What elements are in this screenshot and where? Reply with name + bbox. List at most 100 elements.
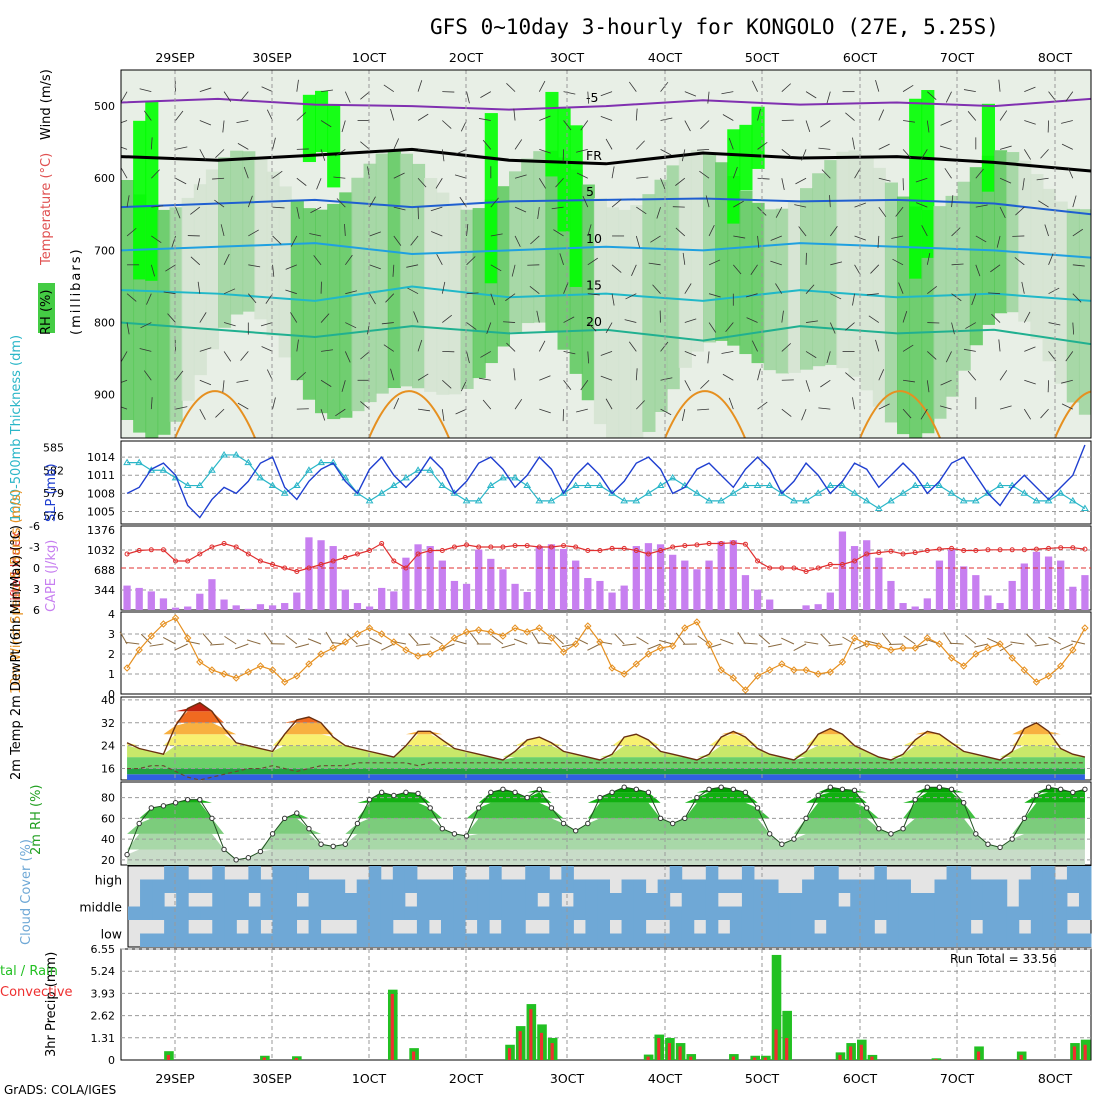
- precip-total-bar: [782, 1010, 792, 1060]
- wind-speed-point: [341, 638, 350, 646]
- rh-shading: [1042, 188, 1056, 362]
- wind-barb: [360, 401, 370, 410]
- precip-convective-bar: [412, 1051, 416, 1060]
- wind-barb: [868, 315, 880, 323]
- lifted-index-point: [548, 544, 554, 550]
- wind-barb: [199, 312, 207, 323]
- wind-barb: [223, 91, 232, 102]
- wind-barb: [903, 379, 916, 383]
- wind-barb: [1023, 311, 1031, 323]
- lifted-index-point: [136, 548, 142, 553]
- rh-point: [621, 784, 627, 790]
- rh-shading: [1066, 208, 1080, 403]
- cape-bar: [935, 560, 944, 610]
- cape-bar: [972, 575, 980, 610]
- surface-wind-barb: [575, 637, 589, 645]
- cloud-bar: [898, 920, 911, 947]
- dewpoint-line: [127, 762, 1085, 781]
- panel-2m-rh: 20 40 60 80 2m RH (%): [29, 781, 1092, 867]
- wind-barb: [805, 284, 815, 294]
- wind-barb: [852, 397, 855, 410]
- wind-barb: [733, 235, 746, 239]
- lifted-index-point: [985, 547, 991, 553]
- wind-barb: [926, 253, 931, 265]
- lifted-index-point: [233, 544, 239, 550]
- surface-wind-barb: [1010, 641, 1025, 645]
- thickness-point: [596, 481, 604, 489]
- wind-barb: [878, 206, 887, 218]
- cloud-bar: [994, 893, 1008, 920]
- rh-shading: [739, 190, 753, 355]
- wind-barb: [891, 235, 904, 239]
- temp-band-fill: [127, 722, 1085, 735]
- wind-speed-point: [135, 646, 143, 654]
- wind-barb: [635, 108, 638, 121]
- thickness-point: [1032, 496, 1041, 504]
- surface-wind-barb: [1048, 636, 1061, 645]
- thickness-point: [559, 489, 568, 496]
- rh-point: [888, 831, 894, 837]
- surface-wind-barb: [719, 638, 734, 645]
- wind-barb: [506, 83, 516, 92]
- wind-speed-point: [571, 640, 580, 648]
- cloud-bar: [705, 866, 719, 893]
- precip-convective-bar: [774, 1029, 778, 1060]
- wind-barb: [636, 140, 645, 150]
- wind-barb: [539, 375, 551, 381]
- surface-wind-barb: [768, 643, 782, 648]
- cloud-bar: [826, 866, 839, 893]
- rh-shading: [339, 192, 353, 418]
- surface-wind-barb: [647, 643, 661, 650]
- tick-label: 1376: [87, 524, 115, 537]
- cloud-bar: [416, 879, 430, 893]
- lifted-index-point: [706, 541, 712, 546]
- wind-barb: [237, 402, 249, 410]
- wind-barb: [455, 149, 467, 155]
- cape-bar: [208, 579, 216, 610]
- wind-barb: [435, 178, 443, 189]
- rh-shading: [751, 202, 765, 364]
- wind-barb: [430, 206, 443, 212]
- wind-barb: [818, 147, 831, 150]
- cloud-bar: [224, 920, 237, 947]
- warm-contour: [859, 390, 941, 438]
- cloud-bar: [561, 866, 574, 893]
- wind-barb: [341, 120, 346, 133]
- lifted-index-point: [876, 550, 882, 556]
- wind-speed-axis-label: 10m Wind Speed & Barbs (m/s): [9, 489, 24, 694]
- rh-shading: [218, 157, 232, 328]
- surface-wind-barb: [234, 643, 249, 650]
- wind-barb: [600, 116, 613, 121]
- wind-barb: [369, 264, 381, 270]
- wind-barb: [927, 91, 937, 100]
- wind-barb: [480, 91, 492, 98]
- wind-barb: [963, 89, 976, 93]
- thickness-point: [826, 481, 835, 489]
- cloud-bar: [850, 879, 863, 893]
- rh-point: [803, 815, 809, 822]
- rh-point: [766, 831, 773, 837]
- cloud-bar: [236, 893, 249, 920]
- lifted-index-point: [658, 548, 664, 553]
- lifted-index-point: [391, 558, 397, 564]
- cloud-bar: [633, 879, 647, 893]
- rh-shading-high: [909, 98, 923, 279]
- panel-precip: 01.312.623.935.246.55 Run Total = 33.56 …: [0, 943, 1092, 1067]
- lifted-index-point: [718, 541, 724, 546]
- wind-barb: [1061, 120, 1073, 124]
- rh-shading: [994, 150, 1008, 314]
- wind-barb: [927, 351, 937, 360]
- wind-barb: [697, 148, 710, 151]
- wind-barb: [878, 369, 885, 381]
- lifted-index-point: [730, 540, 736, 546]
- thickness-point: [523, 481, 532, 489]
- wind-barb: [708, 259, 721, 266]
- lifted-index-point: [160, 547, 166, 553]
- wind-barb: [587, 257, 598, 266]
- cape-bar: [329, 546, 337, 610]
- wind-barb: [1022, 178, 1025, 191]
- wind-barb: [705, 195, 710, 208]
- cloud-bar: [176, 866, 189, 893]
- thickness-point: [741, 481, 750, 489]
- thickness-point: [705, 496, 713, 504]
